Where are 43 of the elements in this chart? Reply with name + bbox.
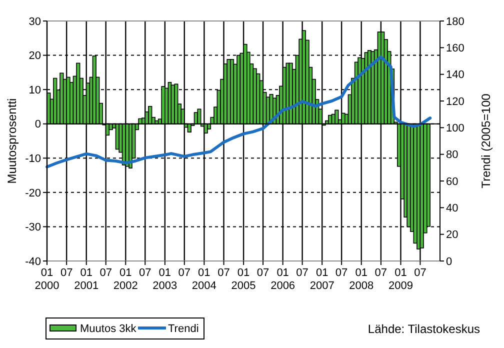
y-tick-label: -10 (25, 152, 41, 165)
y2-tick-label: 80 (446, 149, 458, 162)
legend-label: Muutos 3kk (80, 322, 137, 335)
y2-tick-label: 120 (446, 96, 464, 108)
y-tick-label: 10 (28, 84, 41, 96)
x-tick-label: 07 (218, 267, 230, 279)
y2-tick-label: 160 (446, 42, 464, 55)
text: Lähde: Tilastokeskus (368, 322, 480, 336)
x-tick-label: 01 2004 (192, 267, 216, 292)
x-tick-label: 07 (374, 267, 388, 279)
y-tick-label: -30 (25, 222, 41, 234)
y-tick-label: 30 (28, 16, 41, 28)
x-tick-label: 07 (296, 267, 308, 279)
legend-label: Trendi (168, 322, 199, 335)
y2-tick-label: 100 (446, 122, 464, 135)
x-tick-label: 07 (60, 267, 73, 279)
y-tick-label: 0 (34, 118, 41, 131)
x-tick-label: 07 (100, 267, 112, 279)
y-tick-label: -40 (25, 256, 41, 268)
x-tick-label: 07 (256, 267, 270, 279)
x-tick-label: 01 2008 (349, 267, 374, 292)
x-tick-label: 01 2001 (74, 267, 99, 292)
y2-tick-label: 20 (446, 229, 458, 242)
y2-tick-label: 60 (446, 176, 458, 188)
y2-tick-label: 0 (446, 256, 452, 268)
y2-tick-label: 180 (446, 16, 464, 28)
x-tick-label: 01 2000 (34, 267, 60, 292)
x-tick-label: 07 (138, 267, 152, 279)
y-tick-label: 20 (28, 50, 41, 62)
x-tick-label: 01 2007 (310, 267, 334, 292)
y-tick-label: -20 (25, 187, 41, 200)
x-tick-label: 01 2005 (231, 267, 256, 292)
x-tick-label: 01 2009 (388, 267, 413, 292)
y-axis-title: Muutosprosentti (5, 98, 19, 184)
y2-axis-title: Trendi (2005=100 (479, 93, 493, 188)
x-tick-label: 01 2002 (113, 267, 138, 292)
x-tick-label: 01 2006 (270, 267, 296, 292)
x-tick-label: 07 (335, 267, 348, 279)
x-tick-label: 07 (178, 267, 191, 279)
x-tick-label: 07 (414, 267, 426, 279)
x-tick-label: 01 2003 (152, 267, 178, 292)
y2-tick-label: 140 (446, 69, 464, 82)
y2-tick-label: 40 (446, 202, 458, 215)
